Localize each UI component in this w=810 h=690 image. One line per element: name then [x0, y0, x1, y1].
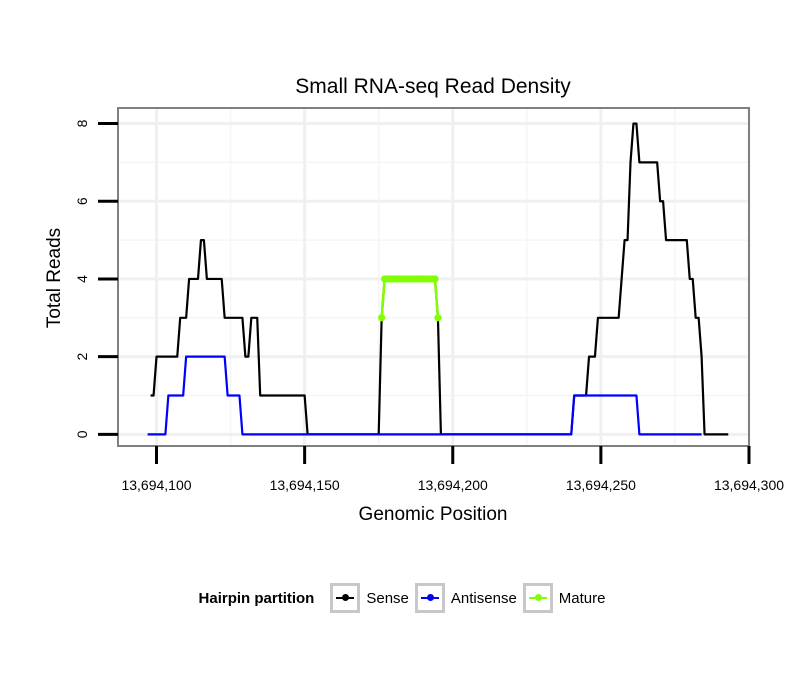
x-tick-label: 13,694,300	[714, 477, 784, 493]
y-tick-label: 6	[74, 197, 90, 205]
x-tick-label: 13,694,250	[566, 477, 636, 493]
legend-title: Hairpin partition	[198, 589, 315, 607]
legend-label-sense: Sense	[366, 589, 409, 607]
chart-title: Small RNA-seq Read Density	[295, 75, 571, 98]
series-line-mature	[380, 277, 440, 318]
y-tick-label: 0	[74, 430, 90, 438]
x-tick-label: 13,694,100	[121, 477, 191, 493]
legend-item-sense: Sense	[330, 583, 409, 613]
y-tick-label: 2	[74, 353, 90, 361]
legend-label-antisense: Antisense	[450, 589, 517, 607]
x-axis-label: Genomic Position	[359, 504, 508, 525]
legend-key-mature	[522, 583, 553, 613]
x-tick-label: 13,694,150	[270, 477, 340, 493]
legend-label-mature: Mature	[558, 589, 606, 607]
y-axis-label: Total Reads	[44, 228, 65, 328]
point-mature	[378, 314, 386, 322]
plot-panel	[117, 107, 750, 447]
series-layer	[147, 122, 729, 436]
y-tick-label: 4	[74, 275, 90, 283]
legend-item-antisense: Antisense	[414, 583, 517, 613]
read-density-chart: Small RNA-seq Read Density 13,694,100 13,…	[44, 75, 784, 525]
point-mature	[431, 275, 439, 283]
axes: 13,694,100 13,694,150 13,694,200 13,694,250…	[74, 119, 784, 493]
x-tick-label: 13,694,200	[418, 477, 488, 493]
legend-key-antisense	[414, 583, 445, 613]
legend: Hairpin partition Sense Antisense Mature	[0, 580, 810, 616]
point-mature	[434, 314, 442, 322]
y-tick-label: 8	[74, 119, 90, 127]
series-line-antisense	[147, 355, 702, 436]
legend-item-mature: Mature	[522, 583, 606, 613]
legend-key-sense	[330, 583, 361, 613]
